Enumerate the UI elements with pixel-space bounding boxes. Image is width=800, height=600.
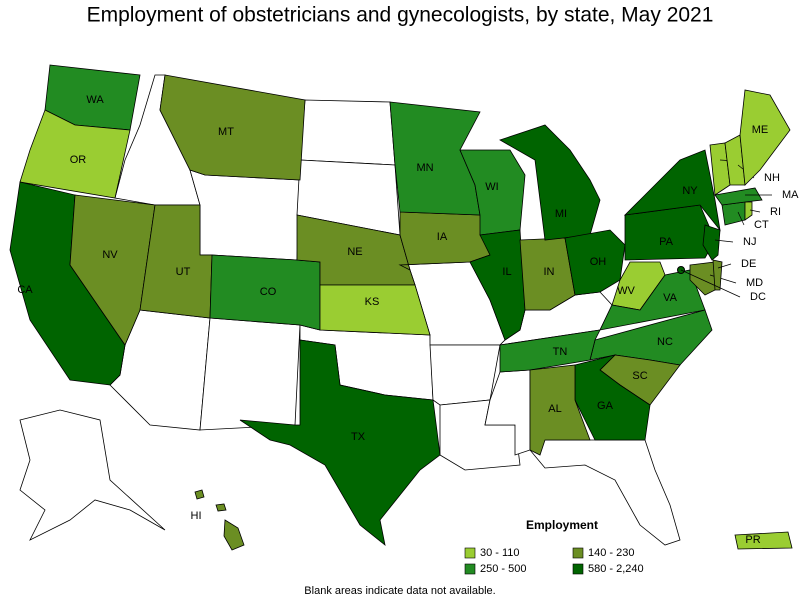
leader-line [680,269,741,298]
state [69,194,156,346]
legend: 30 - 110 140 - 230 250 - 500 580 - 2,240 [464,547,644,575]
state-label: MA [782,189,799,201]
legend-swatch [572,547,584,559]
state-blank [19,409,166,541]
legend-swatch [572,563,584,575]
state-label: NE [347,246,362,258]
state-label: DC [750,291,766,303]
state [734,531,793,550]
state-label: OH [590,256,607,268]
state-label: MD [746,277,763,289]
state-blank [299,99,396,166]
legend-swatch [464,547,476,559]
legend-swatch [464,563,476,575]
state-label: ME [752,124,769,136]
state [744,201,753,221]
state [499,124,601,241]
state [529,364,591,456]
state-label: IL [502,266,511,278]
state-label: UT [176,266,191,278]
state [721,201,746,226]
footnote: Blank areas indicate data not available. [304,585,495,597]
state-label: NC [657,336,673,348]
blank-states [19,74,681,546]
state-label: GA [597,400,614,412]
state [739,89,791,186]
state-blank [189,169,301,261]
state [159,74,306,181]
state [702,224,721,261]
state-label: CO [260,286,277,298]
state [623,149,721,232]
state-label: RI [770,206,781,218]
state-label: DE [741,258,756,270]
state-label: TN [553,346,568,358]
state-label: WA [86,94,104,106]
state-label: TX [351,431,366,443]
state [499,329,601,373]
legend-label: 30 - 110 [480,547,520,559]
state [239,339,441,546]
state-label: PR [745,534,760,546]
legend-label: 580 - 2,240 [588,563,644,575]
states: WA OR CA NV UT MT CO NE KS IA MN WI IL IN MI OH PA NY WV VA… [9,64,799,551]
state-label: WV [617,285,635,297]
state-label: MN [416,162,433,174]
state-label: CA [17,284,33,296]
state-label: AL [548,403,561,415]
state-label: NH [764,172,780,184]
state-label: KS [365,296,380,308]
state-label: PA [659,236,674,248]
state-label: SC [632,370,647,382]
leader-line [717,263,732,269]
state-label: IA [437,231,448,243]
state [194,489,245,551]
legend-label: 140 - 230 [588,547,634,559]
legend-title: Employment [526,518,598,532]
state-label: WI [485,181,498,193]
state-label: CT [754,219,769,231]
leader-line [737,211,745,226]
state-label: MI [555,208,567,220]
state-label: NV [102,249,118,261]
leader-line [714,239,734,243]
leader-line [749,209,761,213]
state-blank [199,317,301,431]
state [19,109,131,199]
state [319,284,431,336]
state [574,354,651,441]
legend-label: 250 - 500 [480,563,526,575]
state-blank [429,344,501,406]
map-title: Employment of obstetricians and gynecolo… [87,4,714,27]
state [714,187,763,206]
state-label: OR [70,154,87,166]
state-label: NJ [743,236,756,248]
state-label: VA [663,292,678,304]
state-label: NY [682,185,698,197]
state-label: MT [218,126,234,138]
state-label: IN [544,266,555,278]
state [689,261,716,296]
state-label: HI [191,510,202,522]
